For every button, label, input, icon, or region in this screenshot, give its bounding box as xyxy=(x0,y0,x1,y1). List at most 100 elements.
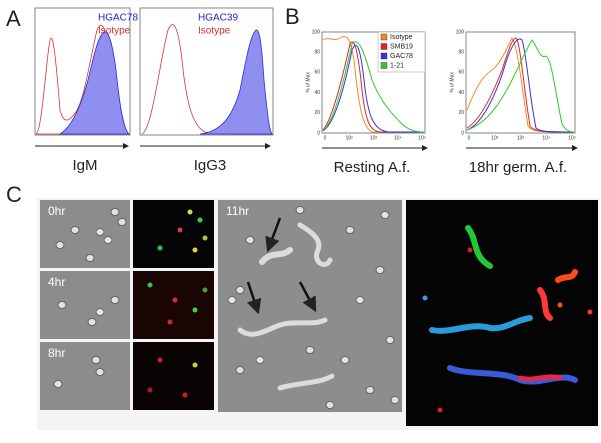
fluorescent-spot xyxy=(192,247,198,253)
y-tick-label: 60 xyxy=(314,70,320,76)
cell xyxy=(355,296,365,304)
fluorescent-spot xyxy=(587,309,593,315)
fluorescent-spot xyxy=(187,209,193,215)
phase-image xyxy=(40,271,130,339)
fluorescent-spot xyxy=(192,307,198,313)
time-label: 4hr xyxy=(48,275,65,289)
y-tick-label: 60 xyxy=(458,70,464,76)
fluorescent-spot xyxy=(147,282,153,288)
sample-curve xyxy=(199,29,273,135)
y-tick-label: 40 xyxy=(458,90,464,96)
fluorescence-image xyxy=(133,342,214,410)
y-tick-label: 0 xyxy=(461,130,464,136)
cells xyxy=(53,206,593,413)
curve xyxy=(322,35,424,133)
plot-frame xyxy=(465,31,576,134)
cell xyxy=(95,228,105,236)
axis-label: Resting A.f. xyxy=(334,159,411,176)
curve xyxy=(322,44,424,133)
x-tick-label: 0 xyxy=(468,135,471,141)
legend-label: 1-21 xyxy=(390,62,404,69)
fluorescent-spot xyxy=(202,235,208,241)
cell xyxy=(235,286,245,294)
arrows xyxy=(246,217,317,315)
cell xyxy=(295,206,305,214)
x-tick-label: 10³ xyxy=(517,135,525,141)
arrow xyxy=(298,281,317,313)
cell xyxy=(55,241,65,249)
axis-label: IgM xyxy=(72,157,97,174)
curve xyxy=(466,37,575,133)
cell xyxy=(245,236,255,244)
cell xyxy=(95,308,105,316)
y-tick-label: 100 xyxy=(312,29,321,35)
y-tick-label: 80 xyxy=(314,50,320,56)
cell xyxy=(235,366,245,374)
x-tick-label: 10⁴ xyxy=(394,135,402,141)
legend-label: HGAC39 xyxy=(198,13,238,24)
cell xyxy=(375,266,385,274)
hypha xyxy=(537,287,553,321)
legend-swatch xyxy=(380,43,388,50)
cell xyxy=(305,346,315,354)
cell xyxy=(390,396,400,404)
cell xyxy=(85,254,95,262)
fluorescent-spot xyxy=(157,357,163,363)
legend-label: Isotype xyxy=(390,34,413,41)
x-tick-label: 10⁵ xyxy=(418,135,426,141)
panel-label: B xyxy=(285,4,300,29)
time-label: 8hr xyxy=(48,346,65,360)
x-tick-label: 10² xyxy=(491,135,499,141)
y-tick-label: 20 xyxy=(458,110,464,116)
hypha xyxy=(429,315,533,334)
time-label: 11hr xyxy=(226,204,249,218)
fluorescence-image xyxy=(406,200,598,426)
hypha xyxy=(259,247,293,265)
fluorescence-image xyxy=(133,200,214,268)
x-tick-label: 10⁵ xyxy=(568,135,576,141)
legend-swatch xyxy=(380,33,388,41)
fluorescence-image xyxy=(133,271,214,339)
fluorescent-spot xyxy=(167,319,173,325)
curve xyxy=(322,41,425,133)
cell xyxy=(385,336,395,344)
legend-swatch xyxy=(380,52,388,60)
phase-image xyxy=(40,342,130,410)
fluorescent-spot xyxy=(157,245,163,251)
histogram: HGAC39 Isotype IgG3 xyxy=(139,7,274,174)
legend-label: SMB19 xyxy=(390,43,413,50)
sample-curve xyxy=(58,31,131,135)
cell xyxy=(53,380,63,388)
cell xyxy=(345,226,355,234)
legend-swatch xyxy=(380,62,388,69)
panel-label: A xyxy=(6,6,21,31)
histogram: 18hr germ. A.f. 0 20 40 60 80 100 % of Max 0 10²… xyxy=(449,29,578,176)
cell xyxy=(117,218,127,226)
axis-label: 18hr germ. A.f. xyxy=(469,159,567,176)
fluorescent-spot xyxy=(197,217,203,223)
y-axis-label: % of Max xyxy=(449,72,455,93)
cell xyxy=(87,318,97,326)
y-axis-label: % of Max xyxy=(305,72,311,93)
hypha xyxy=(517,374,563,382)
cell xyxy=(103,236,113,244)
arrow xyxy=(246,281,262,315)
curve xyxy=(466,38,575,133)
x-tick-label: 10³ xyxy=(370,135,378,141)
cell xyxy=(57,301,67,309)
fluorescent-spot xyxy=(192,362,198,368)
histogram: HGAC78 Isotype IgM xyxy=(34,7,138,174)
legend-label: Isotype xyxy=(98,26,131,37)
cell xyxy=(255,356,265,364)
hyphae xyxy=(237,222,578,391)
x-tick-label: 0 xyxy=(324,135,327,141)
y-tick-label: 80 xyxy=(458,50,464,56)
fluorescent-spot xyxy=(437,407,443,413)
hypha xyxy=(555,269,578,283)
cell xyxy=(325,401,335,409)
curve xyxy=(466,39,575,133)
hypha xyxy=(237,317,328,337)
curve xyxy=(322,41,424,133)
